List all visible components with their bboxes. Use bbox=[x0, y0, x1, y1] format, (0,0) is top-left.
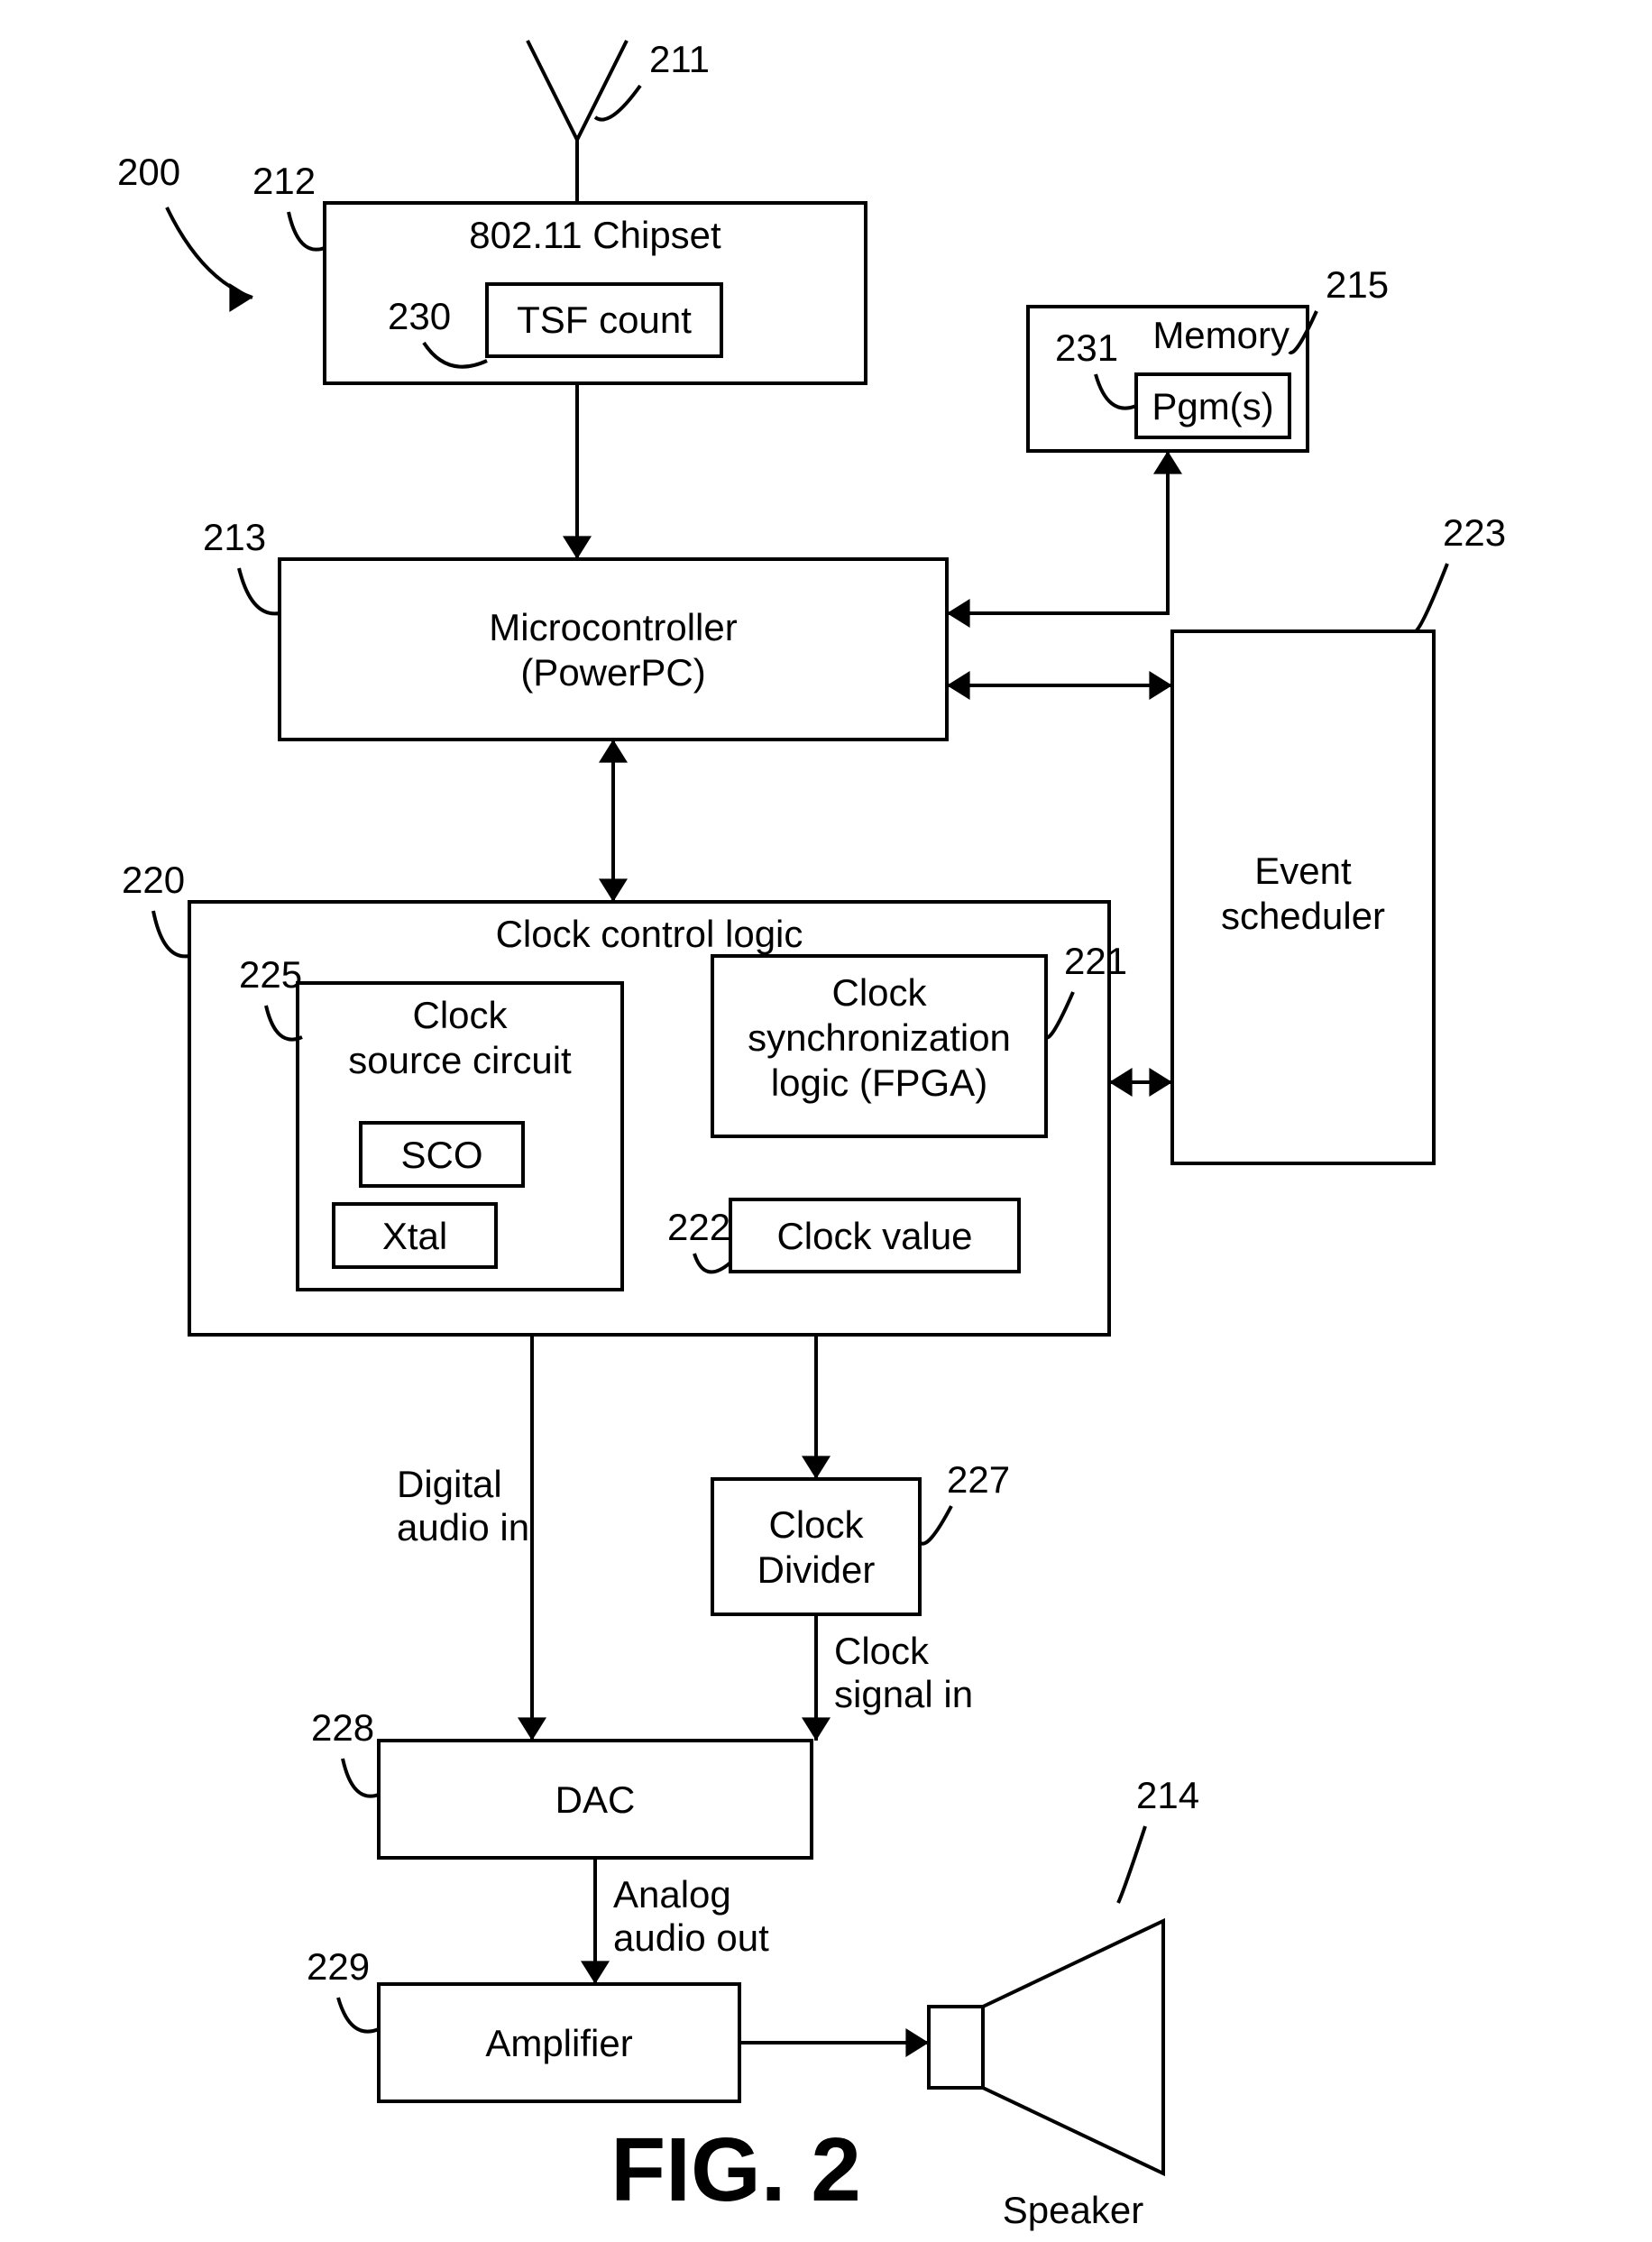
arrowhead bbox=[229, 283, 252, 312]
dac-label: DAC bbox=[555, 1778, 636, 1821]
xtal-label: Xtal bbox=[382, 1215, 447, 1257]
speaker-magnet bbox=[929, 2007, 983, 2088]
figure-caption: FIG. 2 bbox=[610, 2119, 861, 2220]
arrowhead bbox=[947, 599, 970, 628]
memory-title: Memory bbox=[1152, 314, 1289, 356]
ref-r213: 213 bbox=[203, 516, 266, 558]
lead-line bbox=[920, 1506, 951, 1544]
sig-ana1: Analog bbox=[613, 1873, 731, 1916]
lead-line bbox=[289, 212, 325, 250]
tsf-label: TSF count bbox=[517, 299, 692, 341]
lead-line bbox=[1118, 1826, 1145, 1903]
arrowhead bbox=[905, 2028, 929, 2057]
ref-r215: 215 bbox=[1326, 263, 1389, 306]
lead-line bbox=[153, 911, 189, 956]
clkctl-title: Clock control logic bbox=[496, 913, 803, 955]
sync-l2: synchronization bbox=[748, 1016, 1011, 1059]
arrowhead bbox=[947, 671, 970, 700]
arrowhead bbox=[1149, 1068, 1172, 1097]
sig-dig1: Digital bbox=[397, 1463, 502, 1505]
sig-dig2: audio in bbox=[397, 1506, 529, 1548]
amp-label: Amplifier bbox=[485, 2022, 632, 2064]
arrowhead bbox=[1109, 1068, 1133, 1097]
arrowhead bbox=[1153, 451, 1182, 474]
arrowhead bbox=[518, 1717, 546, 1741]
lead-line bbox=[239, 568, 280, 613]
sync-l3: logic (FPGA) bbox=[771, 1061, 987, 1104]
sig-clk1: Clock bbox=[834, 1630, 930, 1672]
div-l2: Divider bbox=[757, 1548, 876, 1591]
pgms-label: Pgm(s) bbox=[1152, 385, 1273, 427]
ref-r231: 231 bbox=[1055, 326, 1118, 369]
lead-line bbox=[1416, 564, 1447, 631]
arrowhead bbox=[563, 536, 592, 559]
ref-r221: 221 bbox=[1064, 940, 1127, 982]
ref-r228: 228 bbox=[311, 1706, 374, 1749]
ref-r211: 211 bbox=[649, 38, 710, 80]
antenna-icon bbox=[528, 41, 627, 140]
mcu-l2: (PowerPC) bbox=[520, 651, 705, 694]
event-l2: scheduler bbox=[1221, 895, 1385, 937]
arrowhead bbox=[802, 1456, 831, 1479]
sig-ana2: audio out bbox=[613, 1916, 769, 1959]
connector bbox=[947, 451, 1168, 613]
arrowhead bbox=[599, 878, 628, 902]
div-l1: Clock bbox=[768, 1503, 864, 1546]
speaker-label: Speaker bbox=[1003, 2189, 1143, 2231]
ref-r222: 222 bbox=[667, 1206, 730, 1248]
src-l2: source circuit bbox=[348, 1039, 572, 1081]
clock-divider-box bbox=[712, 1479, 920, 1614]
mcu-l1: Microcontroller bbox=[489, 606, 737, 648]
ref-r230: 230 bbox=[388, 295, 451, 337]
arrowhead bbox=[1149, 671, 1172, 700]
sig-clk2: signal in bbox=[834, 1673, 973, 1715]
ref-r212: 212 bbox=[252, 160, 316, 202]
mcu-box bbox=[280, 559, 947, 740]
arrowhead bbox=[802, 1717, 831, 1741]
chipset-title: 802.11 Chipset bbox=[469, 214, 721, 256]
ref-r225: 225 bbox=[239, 953, 302, 996]
event-l1: Event bbox=[1254, 850, 1352, 892]
clkval-label: Clock value bbox=[776, 1215, 972, 1257]
sync-l1: Clock bbox=[831, 971, 927, 1014]
ref-r220: 220 bbox=[122, 859, 185, 901]
ref-r227: 227 bbox=[947, 1458, 1010, 1501]
ref-r223: 223 bbox=[1443, 511, 1506, 554]
ref-r214: 214 bbox=[1136, 1774, 1199, 1816]
lead-line bbox=[167, 207, 252, 298]
sco-label: SCO bbox=[400, 1134, 482, 1176]
arrowhead bbox=[581, 1961, 610, 1984]
lead-line bbox=[343, 1759, 379, 1796]
src-l1: Clock bbox=[412, 994, 508, 1036]
ref-r200: 200 bbox=[117, 151, 180, 193]
ref-r229: 229 bbox=[307, 1945, 370, 1988]
arrowhead bbox=[599, 740, 628, 763]
speaker-icon bbox=[983, 1921, 1163, 2173]
lead-line bbox=[338, 1998, 379, 2032]
